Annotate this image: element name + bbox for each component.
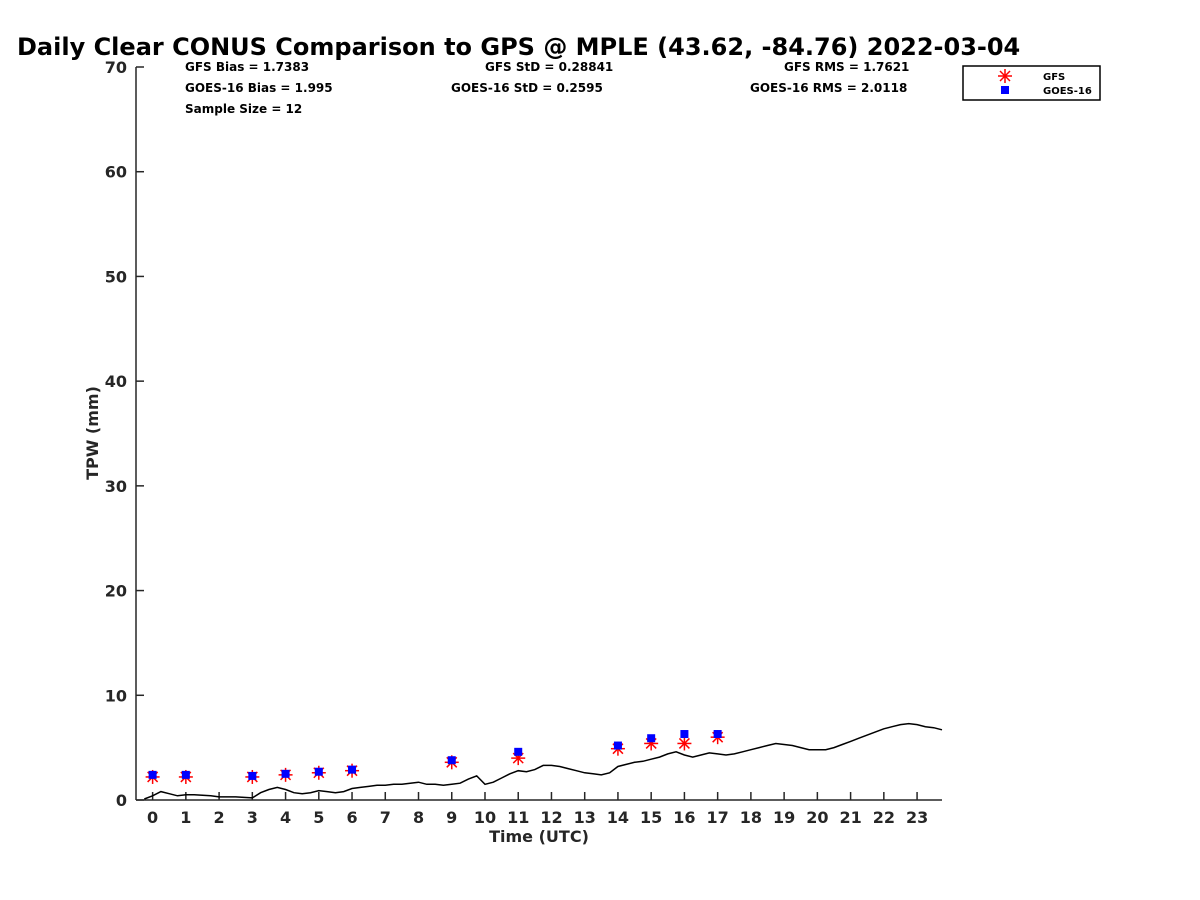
goes-16-point xyxy=(314,767,323,776)
y-tick-label: 10 xyxy=(105,686,127,705)
x-axis-label: Time (UTC) xyxy=(489,827,589,846)
stat-gfs-std: GFS StD = 0.28841 xyxy=(485,60,613,74)
stat-goes-bias: GOES-16 Bias = 1.995 xyxy=(185,81,333,95)
y-tick-label: 60 xyxy=(105,163,127,182)
x-tick-label: 3 xyxy=(247,808,258,827)
y-axis-label: TPW (mm) xyxy=(83,386,102,480)
y-tick-label: 20 xyxy=(105,582,127,601)
y-tick-label: 30 xyxy=(105,477,127,496)
x-tick-label: 1 xyxy=(180,808,191,827)
x-tick-label: 22 xyxy=(873,808,895,827)
x-tick-label: 4 xyxy=(280,808,291,827)
goes-16-point xyxy=(181,770,190,779)
goes-16-point xyxy=(613,741,622,750)
stat-gfs-rms: GFS RMS = 1.7621 xyxy=(784,60,909,74)
x-tick-label: 17 xyxy=(707,808,729,827)
stat-goes-std: GOES-16 StD = 0.2595 xyxy=(451,81,603,95)
legend-gfs-asterisk-icon xyxy=(998,69,1012,83)
x-tick-label: 21 xyxy=(839,808,861,827)
x-tick-label: 19 xyxy=(773,808,795,827)
x-tick-label: 11 xyxy=(507,808,529,827)
legend-goes-square-icon xyxy=(1001,86,1009,94)
goes-16-point xyxy=(148,770,157,779)
x-tick-label: 8 xyxy=(413,808,424,827)
y-tick-label: 70 xyxy=(105,58,127,77)
y-ticks: 0 10 20 30 40 50 60 70 xyxy=(105,58,144,810)
legend-label-goes: GOES-16 xyxy=(1043,86,1092,97)
x-tick-label: 13 xyxy=(574,808,596,827)
x-tick-label: 5 xyxy=(313,808,324,827)
legend: GFS GOES-16 xyxy=(962,65,1101,101)
stat-gfs-bias: GFS Bias = 1.7383 xyxy=(185,60,309,74)
goes-16-point xyxy=(713,730,722,739)
x-ticks: 0 1 2 3 4 5 6 7 8 9 10 11 12 13 14 15 16 17 18 19 20 21 22 23 xyxy=(147,792,928,827)
stat-goes-rms: GOES-16 RMS = 2.0118 xyxy=(750,81,907,95)
y-tick-label: 40 xyxy=(105,372,127,391)
goes-16-point xyxy=(514,747,523,756)
goes-16-point xyxy=(248,771,257,780)
legend-label-gfs: GFS xyxy=(1043,72,1065,83)
x-tick-label: 10 xyxy=(474,808,496,827)
x-tick-label: 20 xyxy=(806,808,828,827)
chart-title: Daily Clear CONUS Comparison to GPS @ MP… xyxy=(17,33,1020,61)
gfs-point xyxy=(677,736,692,751)
x-tick-label: 18 xyxy=(740,808,762,827)
plot-area xyxy=(144,722,943,800)
axes xyxy=(135,67,942,801)
x-tick-label: 15 xyxy=(640,808,662,827)
goes-16-point xyxy=(447,756,456,765)
goes-16-point xyxy=(680,730,689,739)
x-tick-label: 16 xyxy=(673,808,695,827)
goes-16-point xyxy=(281,769,290,778)
stat-sample-size: Sample Size = 12 xyxy=(185,102,302,116)
y-tick-label: 0 xyxy=(116,791,127,810)
x-tick-label: 0 xyxy=(147,808,158,827)
legend-box xyxy=(962,65,1101,101)
y-tick-label: 50 xyxy=(105,267,127,286)
x-tick-label: 23 xyxy=(906,808,928,827)
x-tick-label: 7 xyxy=(380,808,391,827)
x-tick-label: 12 xyxy=(540,808,562,827)
x-tick-label: 14 xyxy=(607,808,629,827)
x-tick-label: 6 xyxy=(346,808,357,827)
stats-block: GFS Bias = 1.7383 GOES-16 Bias = 1.995 S… xyxy=(185,60,909,116)
goes-16-point xyxy=(647,734,656,743)
x-tick-label: 9 xyxy=(446,808,457,827)
goes-16-point xyxy=(348,765,357,774)
x-tick-label: 2 xyxy=(214,808,225,827)
gps-series-line xyxy=(144,722,943,800)
